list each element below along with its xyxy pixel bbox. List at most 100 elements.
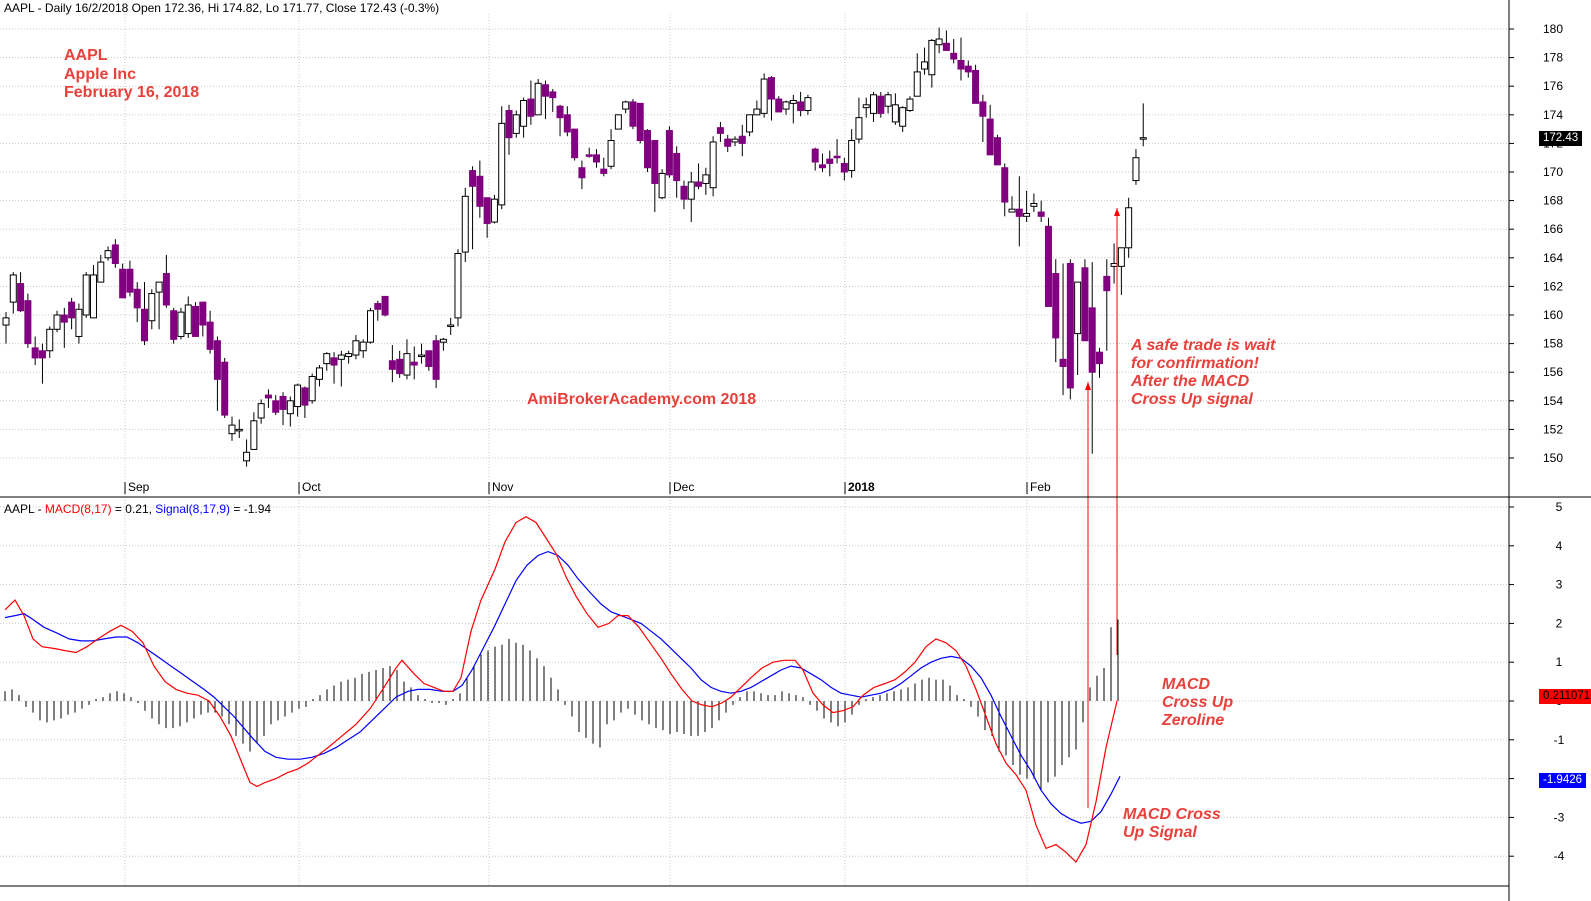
candle: [170, 307, 178, 344]
candle: [658, 169, 666, 200]
macd-header-label: MACD(8,17): [44, 502, 112, 516]
price-tick-label: 178: [1543, 51, 1563, 65]
title-ticker: AAPL: [64, 47, 108, 64]
candle: [687, 172, 695, 223]
price-tick-label: 168: [1543, 194, 1563, 208]
candle-body-up: [97, 261, 105, 283]
annotation-safe-trade: A safe trade is wait for confirmation! A…: [1131, 337, 1276, 408]
candle: [1008, 196, 1016, 213]
candle-body-down: [162, 273, 170, 306]
candle: [1125, 197, 1133, 258]
candle-body-down: [221, 361, 229, 416]
price-tick-label: 156: [1543, 365, 1563, 379]
candle: [942, 30, 950, 51]
price-tick-label: 174: [1543, 108, 1563, 122]
candle-body-down: [60, 314, 68, 323]
candle-body-down: [432, 340, 440, 380]
annotation-macd-signal: MACD Cross Up Signal: [1123, 806, 1221, 841]
candle-body-down: [17, 283, 25, 312]
candle: [374, 300, 382, 321]
candle: [556, 104, 564, 137]
candle-body-up: [418, 354, 426, 358]
candle-body-up: [155, 281, 163, 293]
candle: [782, 100, 790, 115]
candle-body-down: [695, 181, 703, 187]
candle-body-up: [104, 250, 112, 259]
candle: [461, 187, 469, 263]
candle: [724, 134, 732, 152]
candle-body-down: [410, 361, 418, 366]
candle: [767, 76, 775, 121]
candle: [213, 336, 221, 411]
candle-body-up: [848, 140, 856, 172]
candle: [972, 64, 980, 104]
macd-tick-label: 2: [1556, 616, 1563, 630]
candle: [367, 307, 374, 344]
candle-body-down: [556, 105, 564, 119]
candle-body-up: [607, 140, 615, 167]
candle-body-up: [899, 107, 907, 127]
candle: [294, 383, 302, 417]
candle: [680, 180, 688, 210]
candle: [388, 345, 396, 383]
candle: [1015, 176, 1023, 247]
candle: [454, 249, 462, 327]
macd-last-tag: 0.211071: [1539, 689, 1591, 704]
candle-body-up: [294, 384, 302, 408]
macd-tick-label: 3: [1556, 578, 1563, 592]
candle-body-down: [119, 268, 127, 299]
candle: [141, 282, 149, 346]
candle: [192, 302, 200, 337]
candle: [840, 157, 848, 181]
candle: [60, 307, 68, 348]
candle-body-up: [753, 108, 761, 116]
candle: [870, 91, 878, 122]
candle-body-down: [818, 164, 826, 169]
candle-body-down: [133, 288, 141, 309]
candle: [607, 129, 615, 170]
candle: [585, 147, 593, 158]
price-candles: [2, 27, 1147, 467]
macd-tick-label: 4: [1556, 539, 1563, 553]
price-tick-label: 162: [1543, 279, 1563, 293]
macd-tick-label: -4: [1554, 849, 1565, 863]
candle-body-up: [1125, 207, 1133, 249]
candle-body-up: [928, 39, 936, 76]
candle: [600, 157, 608, 177]
candle-body-up: [512, 114, 520, 134]
candle: [264, 389, 272, 408]
candle: [738, 124, 746, 157]
candle-body-up: [345, 353, 353, 357]
month-label: Feb: [1030, 480, 1051, 494]
candle-body-down: [1052, 273, 1060, 339]
candle-body-up: [82, 274, 90, 316]
candle: [1001, 163, 1009, 217]
candle: [1037, 200, 1045, 223]
candle: [592, 149, 600, 168]
candle: [993, 134, 1001, 166]
macd-tick-label: 5: [1556, 500, 1563, 514]
candle-body-down: [993, 137, 1001, 166]
candle: [855, 97, 863, 144]
candle: [1088, 262, 1096, 454]
candle: [986, 104, 994, 156]
candle: [323, 352, 331, 371]
candle-body-up: [323, 353, 331, 365]
candle: [46, 326, 54, 358]
candle: [731, 136, 739, 147]
candle: [337, 350, 345, 387]
candle-body-down: [1066, 263, 1074, 389]
candle: [221, 357, 229, 418]
candle-body-down: [673, 152, 681, 182]
candle-body-up: [1074, 281, 1082, 335]
candle: [97, 254, 105, 283]
candle: [505, 104, 513, 155]
candle-body-down: [1044, 225, 1052, 307]
candle-body-up: [789, 100, 797, 104]
candle-body-up: [855, 117, 863, 140]
candle-body-up: [177, 311, 185, 337]
candle: [811, 147, 819, 171]
candle-body-down: [206, 321, 214, 350]
candle: [520, 97, 528, 138]
candle-body-down: [840, 162, 848, 173]
